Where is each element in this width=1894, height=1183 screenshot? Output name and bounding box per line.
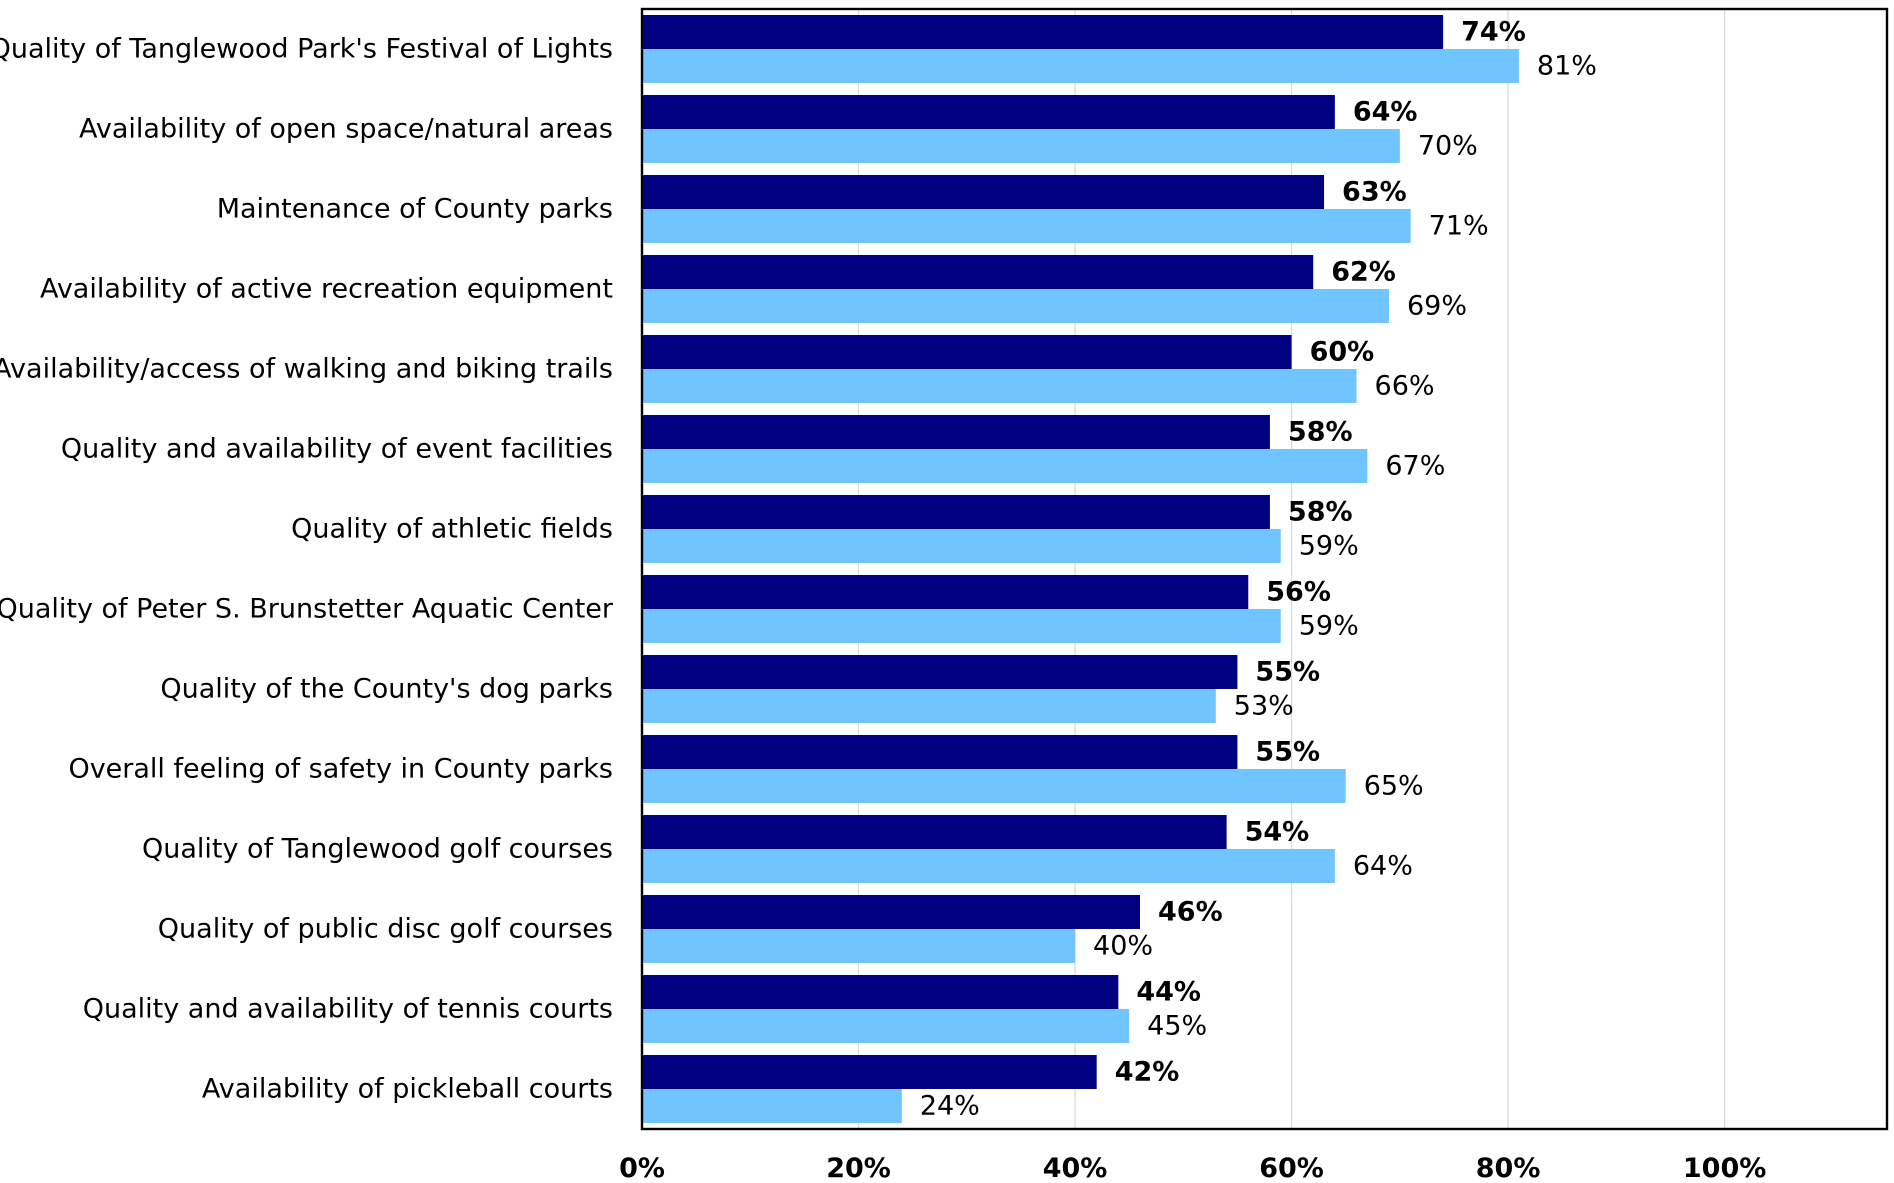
category-label: Overall feeling of safety in County park… xyxy=(68,754,613,785)
bar-series-2 xyxy=(642,769,1346,803)
bar-series-2 xyxy=(642,49,1519,83)
data-label-series-2: 40% xyxy=(1093,931,1153,962)
bar-series-1 xyxy=(642,575,1249,609)
bar-series-2 xyxy=(642,609,1281,643)
category-label: Availability of open space/natural areas xyxy=(79,114,613,145)
category-label: Availability/access of walking and bikin… xyxy=(0,354,613,385)
bar-series-1 xyxy=(642,655,1238,689)
bar-series-1 xyxy=(642,175,1325,209)
data-label-series-1: 55% xyxy=(1255,657,1320,688)
bar-series-2 xyxy=(642,689,1216,723)
bar-series-2 xyxy=(642,449,1368,483)
data-label-series-1: 62% xyxy=(1331,257,1396,288)
bar-series-1 xyxy=(642,735,1238,769)
data-label-series-1: 44% xyxy=(1136,977,1201,1008)
category-label: Quality of public disc golf courses xyxy=(158,914,613,945)
bar-series-1 xyxy=(642,975,1119,1009)
data-label-series-2: 65% xyxy=(1364,771,1424,802)
data-label-series-2: 70% xyxy=(1418,131,1478,162)
bar-series-1 xyxy=(642,15,1444,49)
x-tick-label: 0% xyxy=(619,1153,665,1183)
x-tick-label: 60% xyxy=(1259,1153,1324,1183)
data-label-series-1: 60% xyxy=(1310,337,1375,368)
x-tick-label: 80% xyxy=(1476,1153,1541,1183)
x-tick-label: 20% xyxy=(826,1153,891,1183)
bar-series-2 xyxy=(642,529,1281,563)
plot-area-border xyxy=(640,7,1889,1131)
bar-series-1 xyxy=(642,895,1140,929)
category-label: Quality of the County's dog parks xyxy=(160,674,613,705)
data-label-series-1: 55% xyxy=(1255,737,1320,768)
bar-series-1 xyxy=(642,95,1335,129)
category-label: Availability of pickleball courts xyxy=(202,1074,613,1105)
data-label-series-1: 58% xyxy=(1288,497,1353,528)
bar-series-2 xyxy=(642,289,1389,323)
data-label-series-2: 59% xyxy=(1299,531,1359,562)
value-labels: 74%81%64%70%63%71%62%69%60%66%58%67%58%5… xyxy=(920,17,1597,1122)
data-label-series-2: 71% xyxy=(1429,211,1489,242)
category-label: Quality of Tanglewood Park's Festival of… xyxy=(0,34,613,65)
bar-series-2 xyxy=(642,129,1400,163)
category-label: Availability of active recreation equipm… xyxy=(40,274,613,305)
data-label-series-1: 46% xyxy=(1158,897,1223,928)
bar-series-1 xyxy=(642,335,1292,369)
data-label-series-1: 63% xyxy=(1342,177,1407,208)
data-label-series-1: 54% xyxy=(1245,817,1310,848)
bar-series-1 xyxy=(642,495,1270,529)
data-label-series-2: 81% xyxy=(1537,51,1597,82)
data-label-series-1: 42% xyxy=(1115,1057,1180,1088)
x-tick-label: 40% xyxy=(1043,1153,1108,1183)
category-label: Quality of athletic fields xyxy=(291,514,613,545)
bar-series-1 xyxy=(642,1055,1097,1089)
data-label-series-2: 59% xyxy=(1299,611,1359,642)
category-label: Quality of Peter S. Brunstetter Aquatic … xyxy=(0,594,614,625)
bar-series-2 xyxy=(642,209,1411,243)
category-label: Maintenance of County parks xyxy=(217,194,613,225)
bar-series-2 xyxy=(642,1009,1130,1043)
category-label: Quality and availability of event facili… xyxy=(61,434,613,465)
data-label-series-2: 64% xyxy=(1353,851,1413,882)
data-label-series-2: 24% xyxy=(920,1091,980,1122)
data-label-series-1: 74% xyxy=(1461,17,1526,48)
bars xyxy=(642,15,1519,1123)
category-label: Quality and availability of tennis court… xyxy=(83,994,613,1025)
x-axis-tick-labels: 0% 20% 40% 60% 80% 100% xyxy=(619,1153,1766,1183)
bar-series-2 xyxy=(642,1089,902,1123)
data-label-series-2: 45% xyxy=(1147,1011,1207,1042)
data-label-series-2: 69% xyxy=(1407,291,1467,322)
data-label-series-1: 56% xyxy=(1266,577,1331,608)
category-label: Quality of Tanglewood golf courses xyxy=(142,834,613,865)
bar-series-1 xyxy=(642,415,1270,449)
bar-series-2 xyxy=(642,849,1335,883)
data-label-series-1: 58% xyxy=(1288,417,1353,448)
data-label-series-1: 64% xyxy=(1353,97,1418,128)
data-label-series-2: 53% xyxy=(1234,691,1294,722)
bar-series-1 xyxy=(642,815,1227,849)
category-labels: Quality of Tanglewood Park's Festival of… xyxy=(0,34,614,1105)
x-tick-label: 100% xyxy=(1683,1153,1766,1183)
data-label-series-2: 66% xyxy=(1375,371,1435,402)
data-label-series-2: 67% xyxy=(1385,451,1445,482)
bar-series-1 xyxy=(642,255,1314,289)
bar-series-2 xyxy=(642,929,1076,963)
bar-series-2 xyxy=(642,369,1357,403)
